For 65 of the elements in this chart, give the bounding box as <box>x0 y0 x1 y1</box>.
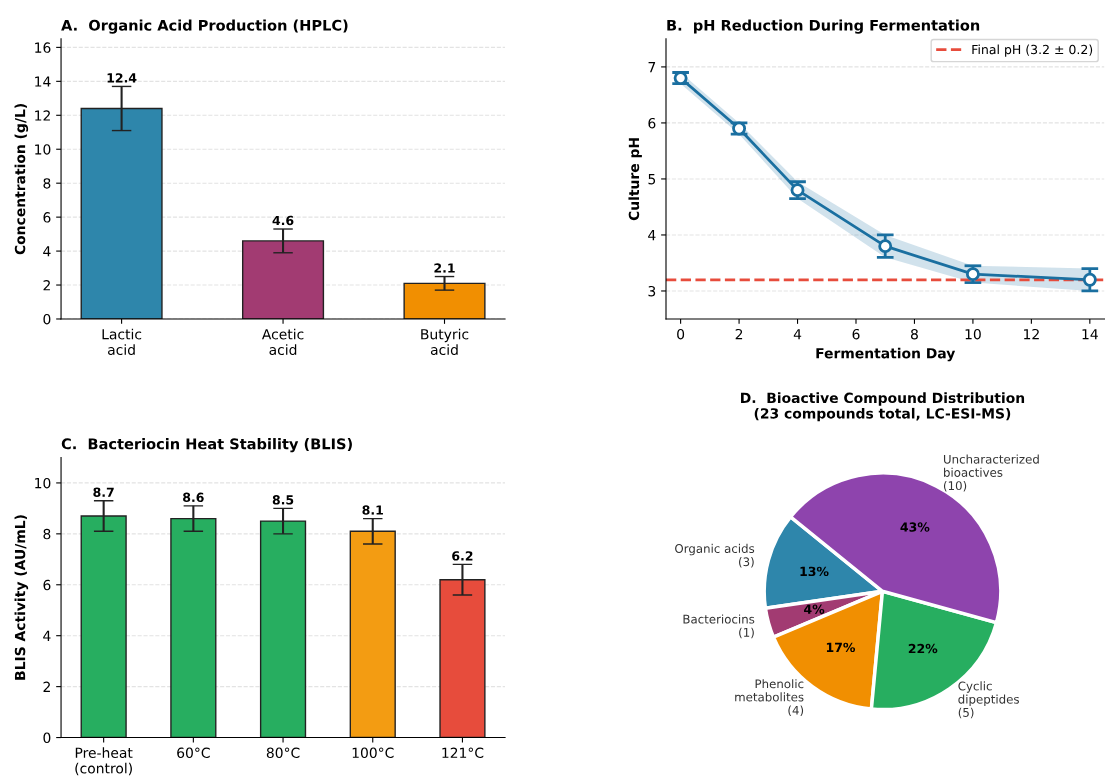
y-tick-label: 16 <box>35 42 51 53</box>
x-tick-label: 60°C <box>177 747 210 759</box>
y-tick-label: 4 <box>43 630 51 641</box>
y-tick-label: 6 <box>43 579 51 591</box>
slice-label: Uncharacterized bioactives (10) <box>943 454 1039 492</box>
x-tick-label: 14 <box>1082 329 1098 340</box>
data-label: 4% <box>804 604 825 614</box>
chart-title: C. Bacteriocin Heat Stability (BLIS) <box>61 438 352 453</box>
data-label: 43% <box>900 522 930 532</box>
y-tick-label: 5 <box>648 174 656 185</box>
chart-title: D. Bioactive Compound Distribution (23 compounds total, LC-ESI-MS) <box>741 392 1025 422</box>
y-tick-label: 8 <box>43 178 51 189</box>
data-label: 22% <box>908 643 938 654</box>
y-tick-label: 2 <box>43 280 50 291</box>
data-label: 2.1 <box>434 263 455 273</box>
y-axis-title: Culture pH <box>628 138 642 221</box>
x-tick-label: 0 <box>677 328 685 340</box>
y-tick-label: 12 <box>35 110 50 121</box>
slice-label: Cyclic dipeptides (5) <box>958 681 1019 719</box>
x-tick-label: 6 <box>852 328 860 340</box>
y-tick-label: 0 <box>43 732 51 744</box>
data-label: 4.6 <box>272 215 294 226</box>
x-tick-label: Butyric acid <box>421 328 469 356</box>
x-tick-label: 4 <box>793 329 802 340</box>
legend-label: Final pH (3.2 ± 0.2) <box>972 44 1093 57</box>
y-tick-label: 4 <box>648 230 656 241</box>
x-tick-label: 121°C <box>442 747 484 759</box>
chart-title: A. Organic Acid Production (HPLC) <box>61 19 348 34</box>
chart-title: B. pH Reduction During Fermentation <box>667 19 980 34</box>
slice-label: Phenolic metabolites (4) <box>735 679 804 717</box>
y-tick-label: 4 <box>43 246 51 257</box>
x-axis-title: Fermentation Day <box>816 347 956 362</box>
x-tick-label: Pre-heat (control) <box>75 747 133 776</box>
data-label: 8.6 <box>183 492 204 503</box>
data-label: 13% <box>800 566 829 577</box>
y-tick-label: 0 <box>43 313 51 325</box>
point <box>878 239 893 254</box>
slice-label: Organic acids (3) <box>675 543 755 568</box>
data-label: 17% <box>826 642 856 653</box>
x-tick-label: Lactic acid <box>102 328 142 356</box>
y-tick-label: 14 <box>35 76 51 87</box>
slice-label: Bacteriocins (1) <box>683 614 755 639</box>
y-tick-label: 10 <box>35 144 51 155</box>
data-label: 8.7 <box>93 487 114 497</box>
x-tick-label: 80°C <box>266 747 300 759</box>
y-tick-label: 3 <box>648 285 656 297</box>
data-label: 8.5 <box>272 495 294 505</box>
x-tick-label: 100°C <box>352 747 394 759</box>
y-axis-title: Concentration (g/L) <box>14 104 29 255</box>
data-label: 12.4 <box>107 73 137 83</box>
point <box>1082 272 1097 287</box>
x-tick-label: Acetic acid <box>261 328 304 356</box>
y-tick-label: 2 <box>43 681 50 692</box>
y-axis-title: BLIS Activity (AU/mL) <box>14 515 29 680</box>
data-label: 8.1 <box>362 505 383 515</box>
y-tick-label: 10 <box>35 477 51 489</box>
data-label: 6.2 <box>452 551 473 561</box>
x-tick-label: 2 <box>735 328 743 340</box>
x-tick-label: 10 <box>965 328 981 340</box>
x-tick-label: 8 <box>910 328 918 340</box>
x-tick-label: 12 <box>1024 328 1039 340</box>
y-tick-label: 7 <box>648 62 656 73</box>
y-tick-label: 6 <box>43 212 51 223</box>
y-tick-label: 8 <box>43 528 51 540</box>
y-tick-label: 6 <box>648 117 656 129</box>
